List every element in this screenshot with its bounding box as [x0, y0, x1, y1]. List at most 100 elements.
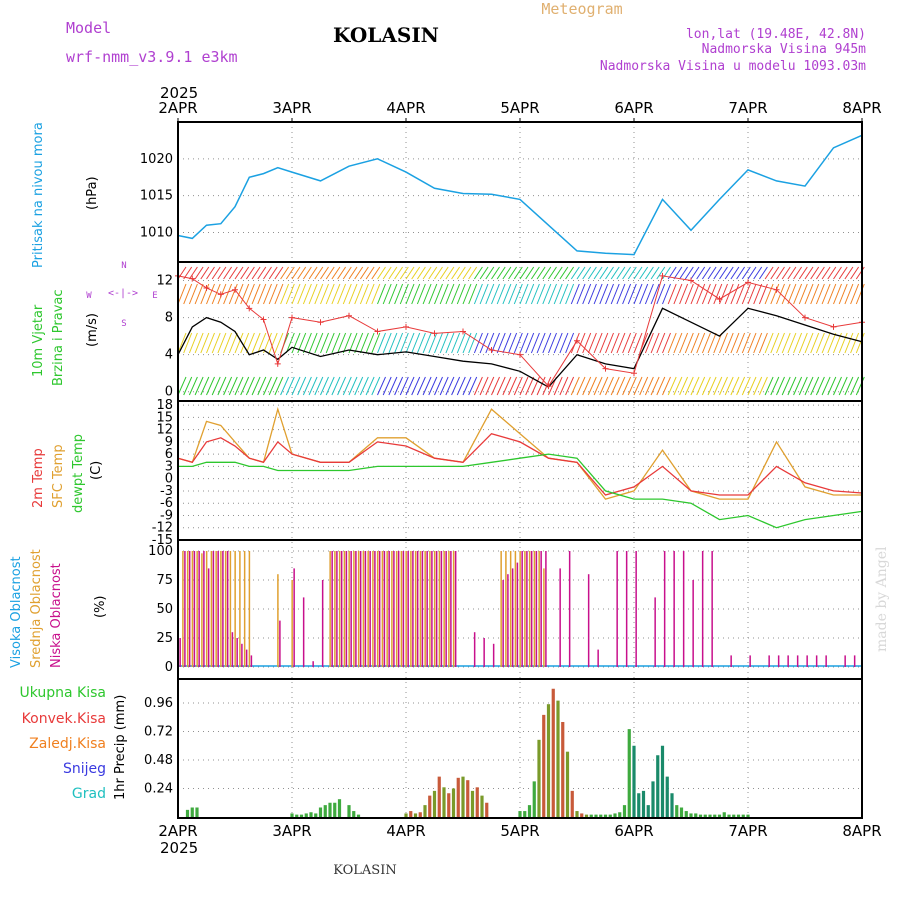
wind-barb [793, 332, 803, 354]
wind-barb [593, 283, 603, 305]
wind-barb [388, 283, 398, 305]
wind-gust-marker [830, 323, 837, 330]
wind-barb [462, 266, 472, 280]
wind-barb [530, 332, 540, 354]
wind-barb [348, 283, 358, 305]
wind-barb [530, 376, 540, 396]
wind-barb [434, 266, 443, 280]
wind-barb [741, 332, 751, 354]
wind-barb [776, 266, 785, 280]
wind-barb [234, 376, 244, 396]
wind-barb [268, 283, 278, 305]
precip-bar [456, 777, 460, 817]
wind-barb [388, 376, 398, 396]
wind-gust-marker [274, 360, 281, 367]
precip-bar [404, 813, 408, 817]
wind-barb [302, 266, 312, 280]
wind-barb [206, 283, 215, 305]
wind-barb [565, 376, 575, 396]
low-cloud-bar [193, 551, 196, 667]
wind-gust-marker [574, 337, 580, 344]
wind-barb [719, 376, 728, 396]
wind-barb [211, 332, 221, 354]
low-cloud-bar [340, 551, 343, 667]
wind-gust-marker [346, 312, 352, 319]
precip-bar [480, 795, 484, 817]
wind-barb [838, 283, 848, 305]
date-label-top: 7APR [728, 99, 767, 117]
precip-bar [527, 805, 532, 817]
low-cloud-bar [374, 551, 376, 667]
low-cloud-bar [616, 551, 618, 667]
low-cloud-bar [217, 551, 219, 667]
cloud-low-label: Niska Oblacnost [49, 563, 64, 668]
wind-barb [701, 332, 711, 354]
wind-gust-marker [517, 351, 523, 358]
wind-barb [422, 332, 432, 354]
wind-barb [770, 283, 780, 305]
mid-cloud-bar [438, 551, 441, 667]
wind-barb [251, 266, 261, 280]
date-label-top: 5APR [500, 99, 539, 117]
wind-barb [519, 332, 529, 354]
wind-barb [491, 266, 500, 280]
wind-barb [473, 332, 483, 354]
wind-barb [479, 266, 489, 280]
wind-barb [565, 332, 575, 354]
precip-bar [333, 802, 337, 817]
wind-barb [542, 266, 552, 280]
wind-barb [548, 283, 557, 305]
wind-barb [815, 283, 825, 305]
wind-barb [616, 376, 626, 396]
wind-barb [719, 283, 728, 305]
wind-barb [719, 266, 728, 280]
wind-gust-marker [246, 305, 253, 312]
wind-barb [320, 376, 329, 396]
wind-barb [622, 332, 632, 354]
wind-barb [804, 283, 814, 305]
wind-barb [644, 266, 654, 280]
wind-gust-marker [488, 347, 495, 354]
precip-bar [532, 781, 536, 817]
wind-barb [399, 376, 409, 396]
wind-barb [337, 266, 347, 280]
mid-cloud-bar [291, 580, 293, 667]
mid-cloud-bar [543, 568, 545, 667]
mid-cloud-bar [533, 551, 536, 667]
wind-gust-marker [403, 323, 409, 330]
mid-cloud-bar [348, 551, 350, 667]
wind-barb [245, 332, 255, 354]
precip-bar [451, 788, 456, 817]
wind-speed-line [177, 307, 863, 388]
pressure-label: Pritisak na nivou mora [31, 122, 46, 268]
wind-barb [342, 266, 352, 280]
wind-barb [314, 266, 324, 280]
wind-barb [576, 283, 586, 305]
wind-barb [548, 332, 557, 354]
wind-barb [690, 376, 700, 396]
low-cloud-bar [454, 551, 457, 667]
wind-barb [445, 266, 455, 280]
wind-barb [206, 266, 215, 280]
wind-barb [633, 283, 643, 305]
wind-barb [753, 283, 763, 305]
wind-barb [513, 376, 523, 396]
wind-barb [485, 283, 495, 305]
low-cloud-bar [440, 551, 443, 667]
wind-barb [268, 266, 278, 280]
wind-barb [576, 332, 586, 354]
precip-bar [656, 755, 660, 817]
wind-barbs [177, 266, 865, 396]
wind-barb [206, 332, 215, 354]
wind-barb [844, 376, 854, 396]
wind-barb [359, 332, 369, 354]
low-cloud-bar [355, 551, 357, 667]
wind-barb [662, 376, 671, 396]
wind-barb [565, 283, 575, 305]
wind-barb [644, 332, 654, 354]
wind-barb [593, 332, 603, 354]
precip-bar [432, 790, 437, 817]
wind-barb [747, 376, 757, 396]
wind-barb [525, 332, 535, 354]
wind-barb [314, 376, 324, 396]
